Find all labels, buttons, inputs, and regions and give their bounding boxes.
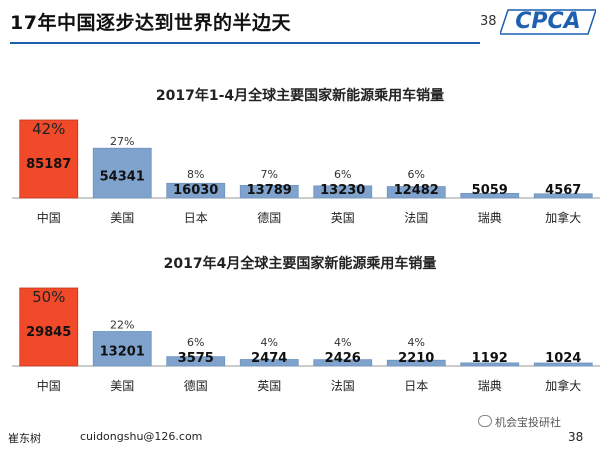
chart-1-percent-label-5: 6% [408, 168, 425, 181]
header-divider [10, 42, 480, 44]
chart-2-bar-4 [313, 359, 373, 367]
chart-2-bar-2 [166, 356, 226, 367]
chart-1-bar-2 [166, 182, 226, 199]
chart-1-category-label-3: 德国 [257, 210, 281, 225]
chart-2-category-label-7: 加拿大 [545, 378, 581, 393]
chart-1-value-label-5: 12482 [394, 183, 439, 198]
chart-1-value-label-3: 13789 [247, 183, 292, 198]
slide-header: 17年中国逐步达到世界的半边天 38 CPCA [0, 0, 600, 44]
chart-1-jan-apr-sales: 2017年1-4月全球主要国家新能源乘用车销量 85187 42% 中国 54341 27… [12, 87, 600, 225]
chart-2-percent-label-0: 50% [32, 288, 65, 306]
chart-2-bar-1 [92, 331, 152, 367]
chart-1-category-label-6: 瑞典 [478, 211, 502, 225]
chart-1-category-label-0: 中国 [37, 210, 61, 225]
chart-1-value-label-4: 13230 [320, 183, 365, 198]
chart-1-category-label-7: 加拿大 [545, 210, 581, 225]
logo-background-icon [500, 9, 596, 35]
chart-1-percent-label-4: 6% [334, 168, 351, 181]
chart-1-category-label-2: 日本 [184, 211, 208, 225]
cpca-logo: CPCA [500, 8, 596, 36]
chart-2-category-label-3: 英国 [257, 379, 281, 393]
chart-2-bar-6 [460, 362, 520, 367]
chart-1-title: 2017年1-4月全球主要国家新能源乘用车销量 [156, 87, 444, 104]
chart-1-bar-3 [239, 184, 299, 199]
chart-2-category-label-6: 瑞典 [478, 379, 502, 393]
chart-2-category-label-2: 德国 [184, 378, 208, 393]
chart-2-value-label-0: 29845 [26, 325, 71, 340]
footer-watermark: 机会宝投研社 [478, 414, 561, 430]
chart-2-value-label-1: 13201 [100, 344, 145, 359]
chart-2-percent-label-3: 4% [261, 336, 278, 349]
chart-2-value-label-3: 2474 [251, 351, 287, 366]
chart-2-value-label-7: 1024 [545, 351, 581, 366]
chart-2-category-label-5: 日本 [404, 379, 428, 393]
chart-1-category-label-1: 美国 [110, 211, 134, 225]
chart-1-percent-label-2: 8% [187, 168, 204, 181]
chart-1-value-label-1: 54341 [100, 170, 145, 185]
chart-2-percent-label-1: 22% [110, 318, 134, 331]
chart-1-bar-4 [313, 185, 373, 199]
footer-page-number: 38 [568, 430, 584, 444]
chart-1-bar-5 [386, 186, 446, 199]
wechat-icon [478, 415, 492, 427]
chart-1-value-label-6: 5059 [472, 183, 508, 198]
chart-2-bar-3 [239, 359, 299, 367]
chart-2-category-label-0: 中国 [37, 378, 61, 393]
chart-1-category-label-4: 英国 [331, 211, 355, 225]
chart-2-value-label-6: 1192 [472, 351, 508, 366]
page-number-top: 38 [480, 14, 497, 29]
chart-2-april-sales: 2017年4月全球主要国家新能源乘用车销量 29845 50% 中国 13201 22% 美… [12, 255, 600, 393]
chart-2-bar-5 [386, 359, 446, 367]
chart-1-percent-label-0: 42% [32, 120, 65, 138]
chart-1-percent-label-3: 7% [261, 168, 278, 181]
chart-2-category-label-1: 美国 [110, 379, 134, 393]
chart-2-value-label-4: 2426 [325, 351, 361, 366]
chart-1-bar-7 [533, 193, 593, 199]
chart-2-percent-label-5: 4% [408, 336, 425, 349]
logo-text: CPCA [515, 9, 581, 34]
chart-2-bar-0 [19, 287, 79, 367]
chart-2-percent-label-2: 6% [187, 336, 204, 349]
chart-1-value-label-2: 16030 [173, 183, 218, 198]
chart-2-bar-7 [533, 362, 593, 367]
slide-footer: 崔东树 cuidongshu@126.com 机会宝投研社 38 [0, 415, 600, 450]
chart-1-value-label-0: 85187 [26, 157, 71, 172]
chart-1-bar-6 [460, 192, 520, 199]
chart-2-category-label-4: 法国 [331, 379, 355, 393]
chart-1-bar-1 [92, 147, 152, 199]
chart-2-value-label-5: 2210 [398, 351, 434, 366]
footer-email: cuidongshu@126.com [80, 430, 203, 443]
page-title: 17年中国逐步达到世界的半边天 [10, 12, 291, 34]
chart-2-value-label-2: 3575 [178, 351, 214, 366]
chart-1-bar-0 [19, 119, 79, 199]
chart-1-category-label-5: 法国 [404, 211, 428, 225]
chart-2-title: 2017年4月全球主要国家新能源乘用车销量 [164, 255, 437, 272]
watermark-text: 机会宝投研社 [495, 416, 561, 429]
chart-1-percent-label-1: 27% [110, 135, 134, 148]
chart-1-value-label-7: 4567 [545, 183, 581, 198]
chart-2-percent-label-4: 4% [334, 336, 351, 349]
footer-author: 崔东树 [8, 432, 41, 445]
